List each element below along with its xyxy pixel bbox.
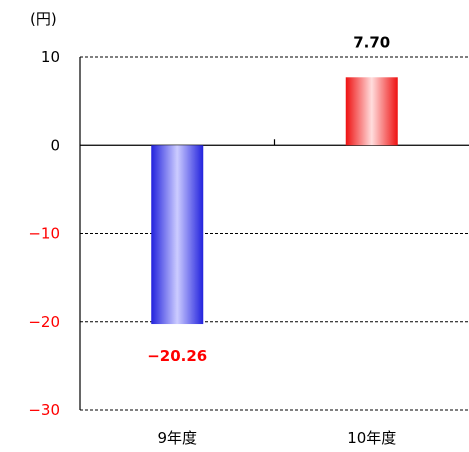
bars [151,77,398,325]
data-label-1: −20.26 [147,347,207,365]
category-labels: 9年度 10年度 [157,429,396,447]
x-category-label: 9年度 [157,429,197,447]
data-labels: −20.26 7.70 [147,33,390,365]
bar-1 [151,145,204,325]
data-label-2: 7.70 [353,33,390,51]
y-tick-label: 10 [41,48,60,66]
y-tick-label: −10 [28,225,60,243]
y-tick-label: −30 [28,401,60,419]
y-unit-label: (円) [30,10,57,28]
y-tick-label: −20 [28,313,60,331]
x-category-label: 10年度 [347,429,396,447]
grid-lines [80,56,469,411]
axes [79,57,469,410]
y-tick-label: 0 [50,136,60,154]
bar-2 [345,77,398,146]
y-tick-labels: 10 0 −10 −20 −30 [28,48,60,419]
